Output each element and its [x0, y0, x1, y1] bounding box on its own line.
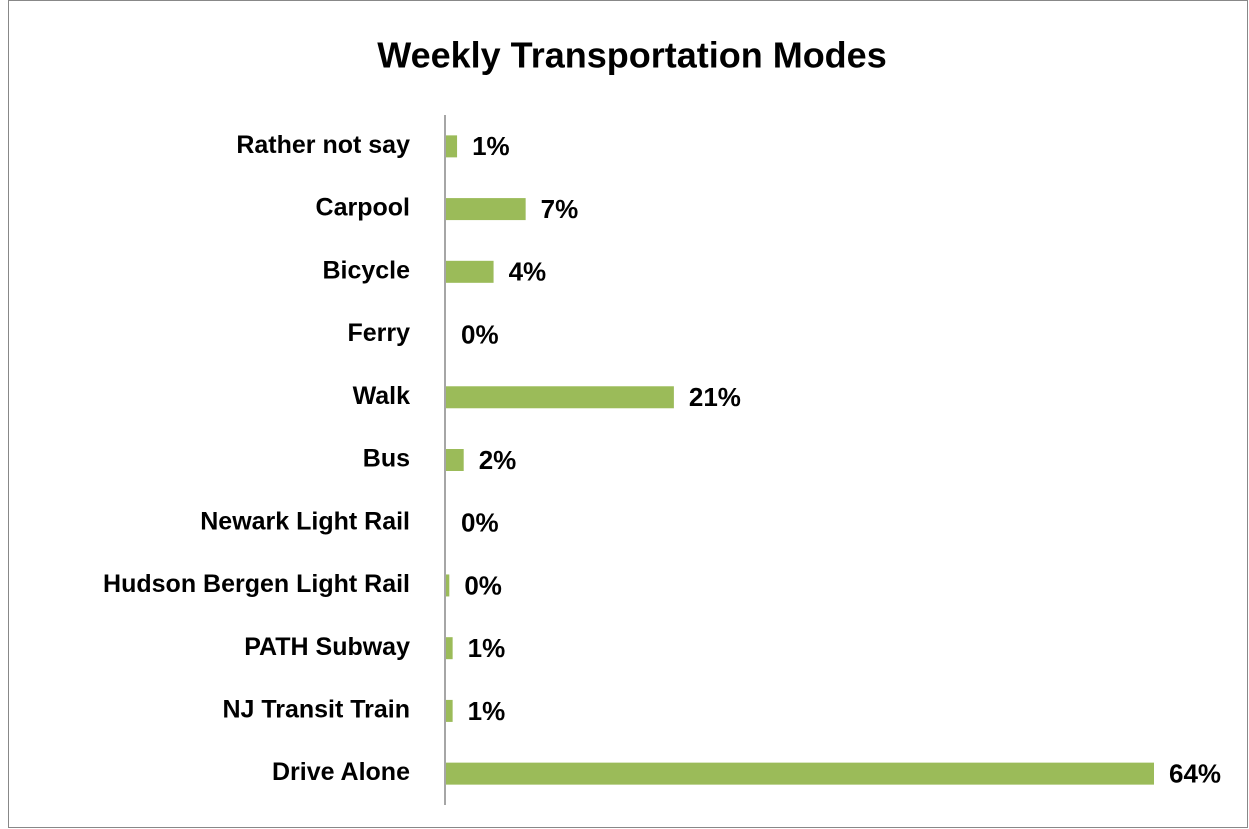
y-tick-label: PATH Subway: [244, 633, 410, 661]
bar: [446, 699, 453, 722]
value-label: 0%: [461, 319, 499, 349]
bar: [446, 135, 458, 158]
value-label: 1%: [472, 131, 510, 161]
value-label: 1%: [468, 633, 506, 663]
y-tick-label: Carpool: [316, 194, 410, 222]
bar: [446, 637, 453, 660]
y-tick-label: Hudson Bergen Light Rail: [103, 570, 410, 598]
bar: [446, 260, 494, 283]
y-tick-label: Ferry: [347, 319, 410, 347]
bar: [446, 386, 674, 409]
bar: [446, 762, 1154, 785]
y-tick-label: Walk: [353, 382, 411, 410]
chart-frame: [8, 0, 1248, 828]
y-tick-label: Drive Alone: [272, 758, 410, 786]
value-label: 1%: [468, 696, 506, 726]
value-label: 0%: [461, 508, 499, 538]
y-tick-label: Bus: [363, 445, 410, 473]
y-tick-label: Rather not say: [236, 131, 410, 159]
value-label: 4%: [509, 257, 547, 287]
value-label: 7%: [541, 194, 579, 224]
y-tick-label: Newark Light Rail: [200, 507, 410, 535]
bar: [446, 574, 450, 597]
y-tick-label: Bicycle: [322, 256, 410, 284]
value-label: 2%: [479, 445, 517, 475]
value-label: 21%: [689, 382, 741, 412]
y-tick-label: NJ Transit Train: [222, 696, 410, 724]
bar: [446, 198, 526, 221]
bar: [446, 449, 464, 471]
value-label: 64%: [1169, 759, 1221, 789]
chart-title: Weekly Transportation Modes: [377, 35, 886, 76]
value-label: 0%: [464, 570, 502, 600]
